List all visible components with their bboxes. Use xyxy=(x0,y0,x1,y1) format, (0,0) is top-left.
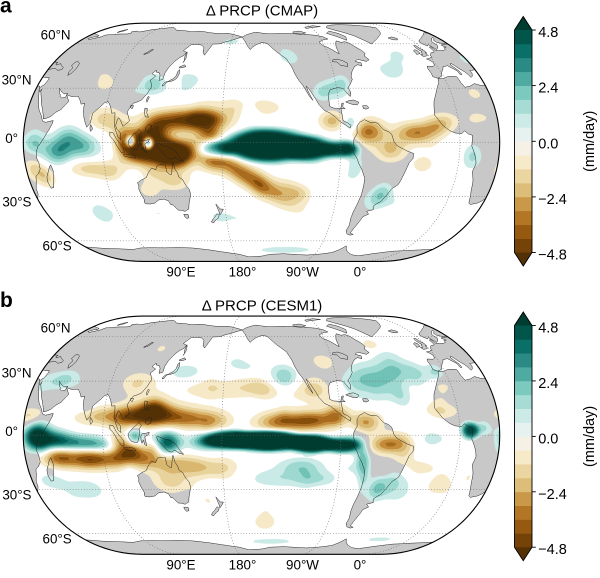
svg-text:4.8: 4.8 xyxy=(538,25,558,41)
svg-text:0.0: 0.0 xyxy=(538,136,558,152)
svg-text:4.8: 4.8 xyxy=(538,321,558,337)
svg-text:30°S: 30°S xyxy=(2,195,31,210)
svg-text:−4.8: −4.8 xyxy=(538,248,567,264)
svg-text:60°S: 60°S xyxy=(43,238,72,253)
svg-text:(mm/day): (mm/day) xyxy=(582,406,598,467)
svg-text:30°S: 30°S xyxy=(2,488,31,503)
svg-text:180°: 180° xyxy=(229,265,257,280)
svg-text:Δ PRCP (CESM1): Δ PRCP (CESM1) xyxy=(202,297,323,314)
svg-text:a: a xyxy=(0,0,12,17)
svg-text:30°N: 30°N xyxy=(2,73,32,88)
svg-text:0°: 0° xyxy=(354,265,367,280)
svg-text:60°S: 60°S xyxy=(43,531,72,546)
svg-text:−4.8: −4.8 xyxy=(538,542,567,558)
svg-text:30°N: 30°N xyxy=(2,366,32,381)
svg-text:90°E: 90°E xyxy=(166,265,195,280)
svg-text:−2.4: −2.4 xyxy=(538,192,567,208)
svg-text:90°W: 90°W xyxy=(286,265,319,280)
svg-text:180°: 180° xyxy=(229,558,257,573)
svg-text:60°N: 60°N xyxy=(41,321,71,336)
svg-text:0°: 0° xyxy=(5,131,18,146)
svg-text:2.4: 2.4 xyxy=(538,376,558,392)
svg-text:90°W: 90°W xyxy=(286,558,319,573)
svg-text:b: b xyxy=(0,289,13,312)
svg-text:0°: 0° xyxy=(5,424,18,439)
svg-text:0.0: 0.0 xyxy=(538,431,558,447)
svg-text:Δ PRCP (CMAP): Δ PRCP (CMAP) xyxy=(206,3,318,20)
svg-text:90°E: 90°E xyxy=(166,558,195,573)
svg-text:60°N: 60°N xyxy=(41,28,71,43)
svg-text:(mm/day): (mm/day) xyxy=(582,111,598,172)
svg-text:2.4: 2.4 xyxy=(538,81,558,97)
svg-text:0°: 0° xyxy=(354,558,367,573)
svg-text:−2.4: −2.4 xyxy=(538,487,567,503)
